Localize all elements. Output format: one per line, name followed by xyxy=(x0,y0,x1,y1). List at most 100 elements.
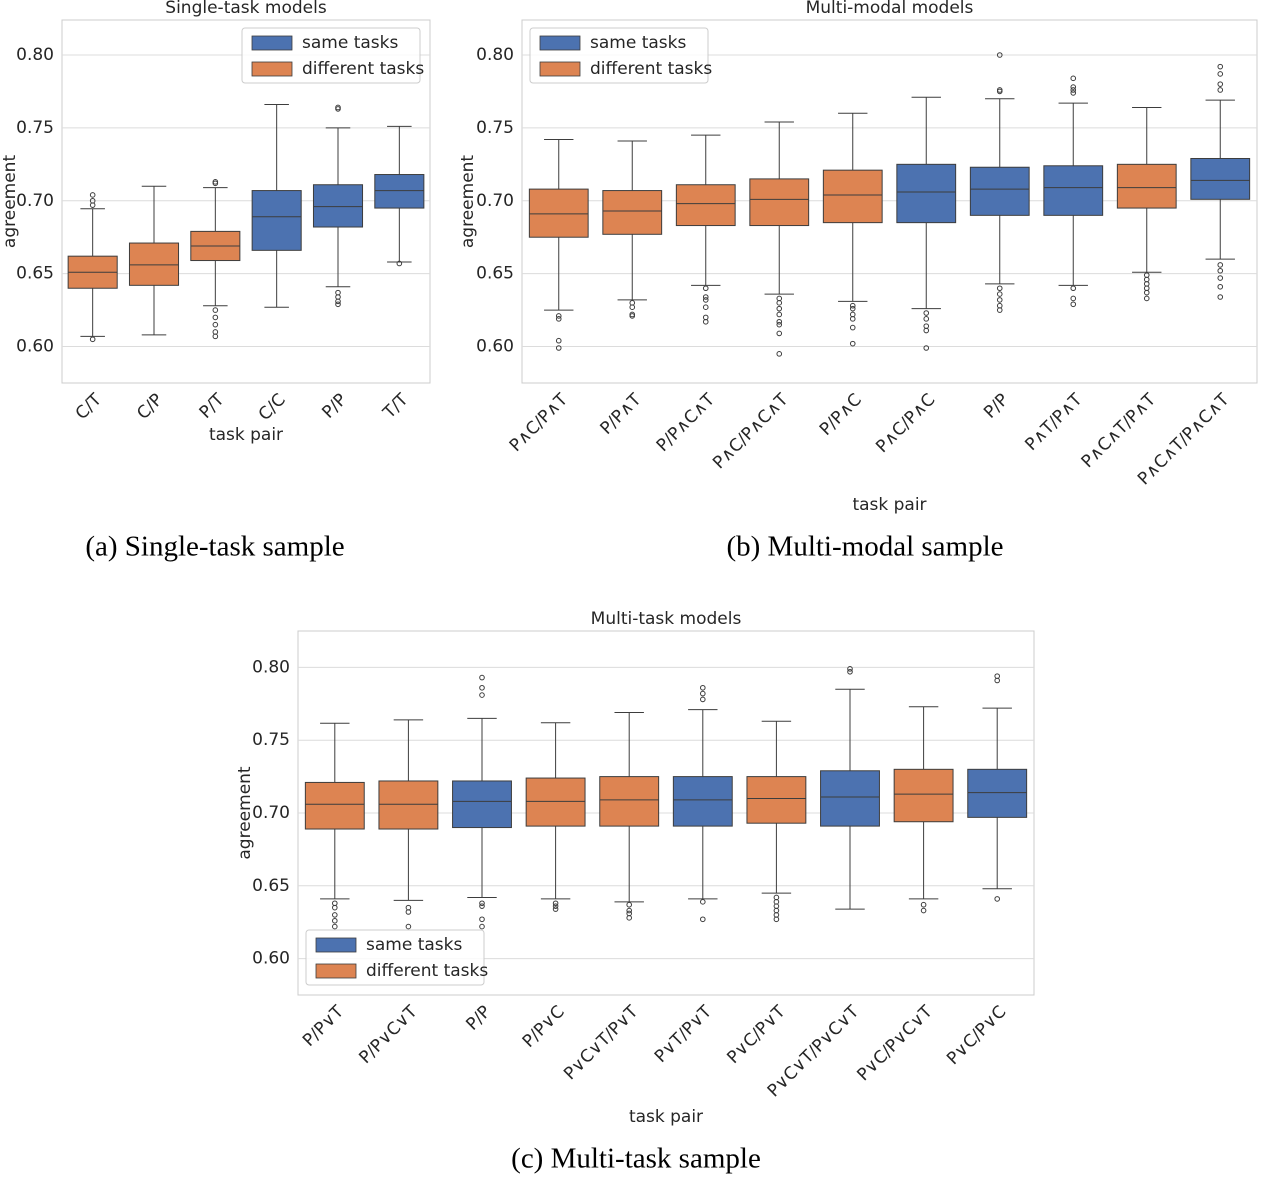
outlier xyxy=(996,291,1003,297)
outlier xyxy=(776,351,783,357)
outlier xyxy=(335,298,341,305)
outlier xyxy=(776,321,783,328)
caption: (b) Multi-modal sample xyxy=(726,531,1003,563)
y-tick-label: 0.75 xyxy=(16,118,54,138)
y-tick-label: 0.65 xyxy=(476,264,514,284)
legend-label: same tasks xyxy=(366,935,462,955)
y-tick-label: 0.70 xyxy=(476,191,514,211)
x-axis-label: task pair xyxy=(629,1107,703,1127)
box xyxy=(1043,165,1104,216)
box xyxy=(967,768,1028,818)
box xyxy=(602,190,663,235)
y-tick-label: 0.80 xyxy=(476,45,514,65)
outlier xyxy=(1070,84,1077,90)
x-tick-label: P∧C/P∧C xyxy=(872,390,939,457)
box xyxy=(128,242,180,286)
outlier xyxy=(626,915,633,921)
legend-label: different tasks xyxy=(302,59,424,79)
y-tick-label: 0.70 xyxy=(16,191,54,211)
box-group xyxy=(525,722,586,912)
outlier xyxy=(996,297,1003,303)
x-tick-label: C/C xyxy=(255,390,290,425)
caption: (c) Multi-task sample xyxy=(511,1143,761,1175)
x-tick-label: P/P xyxy=(462,1002,495,1035)
outlier xyxy=(1217,63,1224,70)
y-tick-label: 0.60 xyxy=(16,337,54,357)
box xyxy=(312,184,364,228)
y-tick-label: 0.70 xyxy=(252,803,290,823)
box-group xyxy=(312,104,364,308)
outlier xyxy=(1070,75,1077,82)
box xyxy=(378,780,439,830)
outlier xyxy=(1070,295,1077,302)
outlier xyxy=(332,912,338,918)
box-group xyxy=(969,52,1030,313)
outlier xyxy=(555,337,562,344)
chart-title: Single-task models xyxy=(165,0,327,18)
chart-title: Multi-modal models xyxy=(806,0,974,18)
box xyxy=(1190,157,1251,200)
box-group xyxy=(967,673,1028,902)
box-group xyxy=(128,185,180,336)
outlier xyxy=(1217,294,1224,300)
outlier xyxy=(1217,267,1224,274)
box-group xyxy=(820,666,880,910)
box-group xyxy=(672,684,733,923)
x-tick-label: P∨C/P∨T xyxy=(723,1001,789,1067)
outlier xyxy=(996,52,1003,58)
box-group xyxy=(675,134,736,325)
x-tick-label: P/P∨C∨T xyxy=(355,1001,421,1067)
box-group xyxy=(893,706,954,914)
outlier xyxy=(552,900,559,907)
box-group xyxy=(378,719,439,930)
outlier xyxy=(89,336,96,343)
outlier xyxy=(629,304,636,310)
outlier xyxy=(1143,295,1150,302)
box-group xyxy=(896,96,957,351)
outlier xyxy=(396,260,403,267)
outlier xyxy=(332,904,338,911)
outlier xyxy=(555,316,562,322)
outlier xyxy=(89,202,96,208)
outlier xyxy=(847,668,853,675)
outlier xyxy=(1070,90,1077,96)
legend-swatch xyxy=(251,35,293,51)
y-axis-label: agreement xyxy=(0,155,20,249)
outlier xyxy=(479,684,485,691)
y-tick-label: 0.60 xyxy=(252,949,290,969)
outlier xyxy=(702,285,709,292)
outlier xyxy=(702,297,709,303)
outlier xyxy=(212,314,219,321)
outlier xyxy=(996,88,1003,95)
legend-swatch xyxy=(315,937,357,953)
legend-swatch xyxy=(539,61,581,77)
outlier xyxy=(626,901,633,908)
box-group xyxy=(528,139,589,351)
outlier xyxy=(923,345,930,351)
outlier xyxy=(332,917,338,924)
box xyxy=(374,174,425,209)
x-tick-label: P/P∧C xyxy=(816,390,866,440)
outlier xyxy=(212,321,219,328)
chart-title: Multi-task models xyxy=(591,609,742,629)
outlier xyxy=(700,899,706,905)
x-tick-label: C/P xyxy=(133,390,167,424)
legend-label: same tasks xyxy=(590,33,686,53)
x-axis-label: task pair xyxy=(852,495,926,515)
outlier xyxy=(479,923,485,930)
outlier xyxy=(335,301,341,308)
outlier xyxy=(920,907,927,914)
outlier xyxy=(923,316,930,322)
box xyxy=(1116,163,1177,209)
legend-swatch xyxy=(539,35,581,51)
outlier xyxy=(1217,262,1224,268)
outlier xyxy=(479,903,485,909)
box-group xyxy=(599,712,660,921)
outlier xyxy=(479,916,485,923)
x-tick-label: P∨T/P∨T xyxy=(651,1001,716,1066)
x-tick-label: C/T xyxy=(72,389,106,423)
outlier xyxy=(1217,71,1224,77)
box-group xyxy=(251,104,302,308)
outlier xyxy=(700,690,706,697)
outlier xyxy=(479,674,485,681)
